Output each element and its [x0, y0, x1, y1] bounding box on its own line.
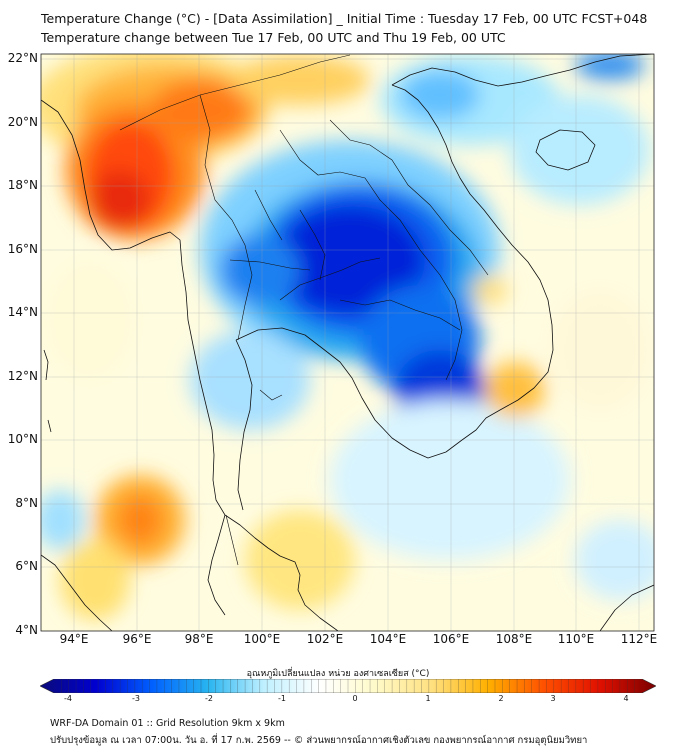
temperature-map — [40, 53, 655, 632]
temperature-field — [41, 54, 654, 631]
graticule — [41, 54, 654, 631]
lon-label-94e: 94°E — [59, 632, 89, 646]
lon-label-100e: 100°E — [243, 632, 281, 646]
country-borders — [119, 54, 489, 566]
colorbar-tick: 1 — [425, 694, 431, 703]
lon-label-98e: 98°E — [184, 632, 214, 646]
lon-label-96e: 96°E — [122, 632, 152, 646]
lon-label-104e: 104°E — [369, 632, 407, 646]
lon-label-110e: 110°E — [557, 632, 595, 646]
colorbar-tick: -2 — [205, 694, 213, 703]
lat-label-14n: 14°N — [7, 305, 38, 319]
coastlines — [41, 54, 654, 631]
lon-label-102e: 102°E — [306, 632, 344, 646]
colorbar-tick: -4 — [64, 694, 72, 703]
colorbar-tick: 4 — [623, 694, 629, 703]
map-frame — [40, 53, 655, 632]
lat-label-20n: 20°N — [7, 115, 38, 129]
lat-label-18n: 18°N — [7, 178, 38, 192]
lon-label-112e: 112°E — [620, 632, 658, 646]
lat-label-12n: 12°N — [7, 369, 38, 383]
map-container — [40, 53, 655, 632]
map-title: Temperature Change (°C) - [Data Assimila… — [41, 11, 648, 26]
colorbar-tick: 3 — [550, 694, 556, 703]
lat-label-16n: 16°N — [7, 242, 38, 256]
lat-label-10n: 10°N — [7, 432, 38, 446]
colorbar-tick: 2 — [498, 694, 504, 703]
lat-label-4n: 4°N — [15, 623, 38, 637]
lon-label-108e: 108°E — [495, 632, 533, 646]
colorbar-title: อุณหภูมิเปลี่ยนแปลง หน่วย องศาเซลเซียส (… — [246, 669, 430, 679]
footer-update-info: ปรับปรุงข้อมูล ณ เวลา 07:00น. วัน อ. ที่… — [50, 735, 588, 746]
colorbar-tick: -3 — [132, 694, 140, 703]
footer-model-info: WRF-DA Domain 01 :: Grid Resolution 9km … — [50, 718, 285, 729]
lon-label-106e: 106°E — [432, 632, 470, 646]
colorbar-tick: -1 — [278, 694, 286, 703]
colorbar — [39, 678, 657, 697]
map-subtitle: Temperature change between Tue 17 Feb, 0… — [41, 30, 506, 45]
colorbar-tick: 0 — [352, 694, 358, 703]
lat-label-22n: 22°N — [7, 51, 38, 65]
lat-label-8n: 8°N — [15, 496, 38, 510]
lat-label-6n: 6°N — [15, 559, 38, 573]
